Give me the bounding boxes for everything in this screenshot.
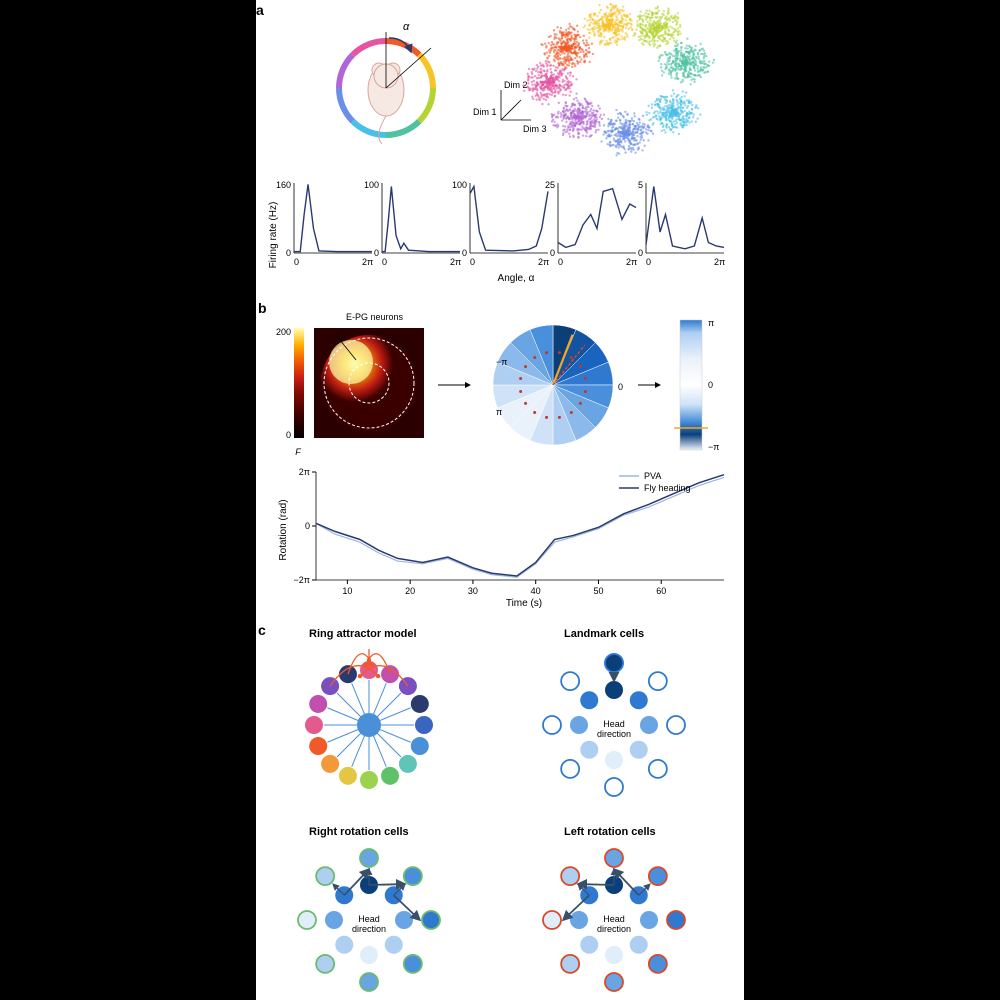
panel-label-a: a: [256, 2, 264, 18]
svg-text:2π: 2π: [362, 257, 373, 267]
rot-ylabel: Rotation (rad): [278, 499, 289, 560]
legend-pva: PVA: [644, 471, 661, 481]
epg-label: E-PG neurons: [346, 312, 404, 322]
dim1-label: Dim 1: [473, 107, 497, 117]
pie-pos: π: [496, 407, 502, 417]
panel-label-c: c: [258, 622, 266, 638]
svg-text:direction: direction: [352, 924, 386, 934]
firing-rate-label: Firing rate (Hz): [268, 202, 279, 269]
legend-fly: Fly heading: [644, 483, 691, 493]
title-left: Left rotation cells: [564, 826, 656, 838]
svg-text:5: 5: [638, 180, 643, 190]
alpha-label: α: [403, 21, 410, 33]
F-label: F: [295, 447, 301, 457]
panel-a-torus: Dim 1 Dim 2 Dim 3: [486, 5, 716, 175]
svg-text:100: 100: [364, 180, 379, 190]
svg-text:0: 0: [382, 257, 387, 267]
pie-zero: 0: [618, 382, 623, 392]
svg-text:Head: Head: [603, 914, 625, 924]
svg-text:0: 0: [646, 257, 651, 267]
svg-text:100: 100: [452, 180, 467, 190]
svg-text:160: 160: [276, 180, 291, 190]
title-ring: Ring attractor model: [309, 628, 417, 640]
svg-text:2π: 2π: [299, 467, 310, 477]
title-landmark: Landmark cells: [564, 628, 644, 640]
pie-neg: −π: [496, 357, 507, 367]
svg-text:direction: direction: [597, 924, 631, 934]
dim3-label: Dim 3: [523, 124, 547, 134]
panel-b-imaging: E-PG neurons 200 0 F: [286, 310, 446, 470]
svg-text:0: 0: [550, 248, 555, 258]
rot-xlabel: Time (s): [506, 598, 542, 609]
svg-text:20: 20: [405, 586, 415, 596]
svg-text:10: 10: [342, 586, 352, 596]
svg-text:0: 0: [294, 257, 299, 267]
arrow-1: [436, 370, 476, 400]
cb-tick-mid: 0: [708, 380, 713, 390]
cb-tick-top: π: [708, 318, 714, 328]
svg-text:0: 0: [558, 257, 563, 267]
svg-text:0: 0: [638, 248, 643, 258]
svg-text:2π: 2π: [714, 257, 725, 267]
svg-text:60: 60: [656, 586, 666, 596]
svg-text:0: 0: [470, 257, 475, 267]
svg-text:direction: direction: [597, 729, 631, 739]
svg-text:30: 30: [468, 586, 478, 596]
svg-text:2π: 2π: [450, 257, 461, 267]
svg-text:−2π: −2π: [294, 575, 310, 585]
svg-text:0: 0: [374, 248, 379, 258]
angle-label: Angle, α: [498, 273, 535, 284]
panel-b-pie: 0 −π π: [478, 310, 628, 460]
panel-a-ring: α: [311, 10, 471, 150]
panel-b-colorbar: π 0 −π: [668, 310, 728, 460]
svg-text:40: 40: [531, 586, 541, 596]
panel-b-timeseries: Rotation (rad) Time (s) 2π 0 −2π 10 20 30 40 5…: [274, 460, 734, 610]
panel-c: Ring attractor model Landmark cells Head…: [274, 625, 744, 995]
panel-a-tuning: Firing rate (Hz) Angle, α 160002π100002π…: [266, 175, 736, 285]
svg-text:0: 0: [462, 248, 467, 258]
F-tick-lo: 0: [286, 430, 291, 440]
svg-text:Head: Head: [358, 914, 380, 924]
F-tick-hi: 200: [276, 327, 291, 337]
title-right: Right rotation cells: [309, 826, 409, 838]
panel-label-b: b: [258, 300, 267, 316]
arrow-2: [636, 370, 664, 400]
svg-text:Head: Head: [603, 719, 625, 729]
figure-page: a α Dim 1 Dim 2 Dim 3 Firing rate: [256, 0, 744, 1000]
svg-text:2π: 2π: [626, 257, 637, 267]
svg-text:25: 25: [545, 180, 555, 190]
svg-text:50: 50: [593, 586, 603, 596]
svg-text:0: 0: [286, 248, 291, 258]
svg-text:2π: 2π: [538, 257, 549, 267]
cb-tick-bot: −π: [708, 442, 719, 452]
svg-text:0: 0: [305, 521, 310, 531]
